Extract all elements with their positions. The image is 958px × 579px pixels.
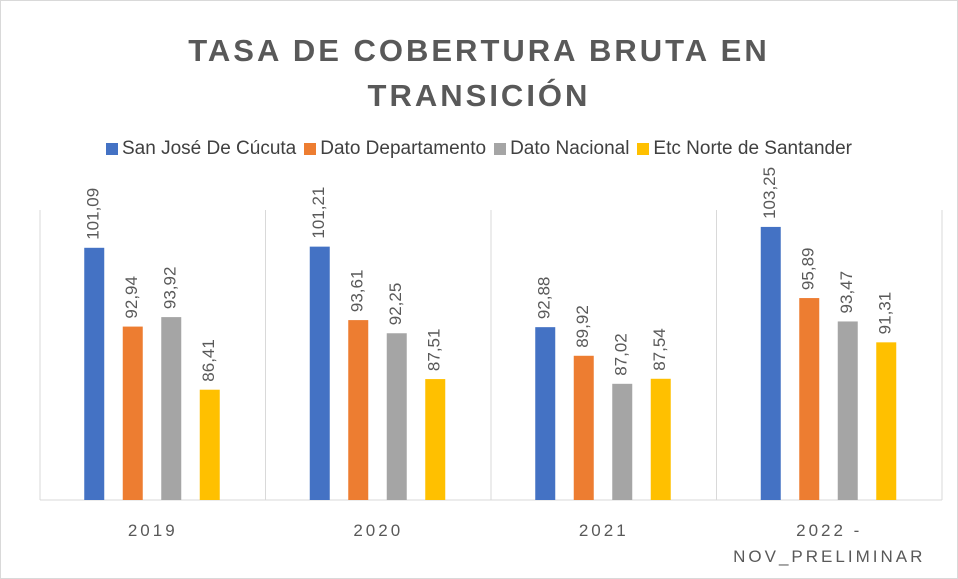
legend-item: Dato Nacional [494, 138, 629, 160]
bar [876, 342, 897, 500]
data-label: 86,41 [199, 339, 218, 382]
legend-swatch [105, 143, 118, 155]
data-label: 92,25 [386, 283, 405, 326]
x-tick-label: 2020 [353, 521, 404, 540]
legend-label: Etc Norte de Santander [653, 138, 852, 159]
bar [650, 378, 671, 500]
legend-swatch [494, 143, 507, 155]
bar [760, 226, 781, 500]
data-label: 87,02 [612, 333, 631, 376]
bar [425, 379, 446, 500]
bar [573, 355, 594, 500]
data-label: 91,31 [876, 292, 895, 335]
data-label: 92,88 [535, 277, 554, 320]
x-tick-label: 2021 [578, 521, 629, 540]
bar [199, 389, 220, 500]
bar [122, 326, 143, 500]
bar [837, 321, 858, 500]
bar [161, 317, 182, 500]
data-label: 92,94 [122, 276, 141, 319]
data-label: 93,47 [837, 271, 856, 314]
bar [535, 327, 556, 500]
legend: San José De Cúcuta Dato Departamento Dato … [0, 138, 958, 160]
bar [386, 333, 407, 500]
legend-label: San José De Cúcuta [121, 138, 297, 159]
x-tick-label: 2022 - NOV_PRELIMINAR [733, 521, 926, 566]
x-tick-label: 2019 [127, 521, 178, 540]
legend-label: Dato Nacional [510, 138, 630, 159]
data-label: 95,89 [799, 248, 818, 291]
bar [309, 246, 330, 500]
data-label: 101,21 [309, 187, 328, 239]
legend-swatch [637, 143, 650, 155]
legend-item: Etc Norte de Santander [637, 138, 852, 160]
bar [799, 298, 820, 500]
legend-swatch [304, 143, 317, 155]
data-label: 103,25 [760, 167, 779, 219]
data-label: 93,61 [348, 270, 367, 313]
bar [612, 383, 633, 500]
legend-label: Dato Departamento [320, 138, 487, 159]
bar [84, 247, 105, 500]
chart-title: TASA DE COBERTURA BRUTA EN TRANSICIÓN [188, 33, 770, 113]
data-label: 87,54 [650, 328, 669, 371]
data-label: 89,92 [573, 305, 592, 348]
data-label: 93,92 [161, 267, 180, 310]
bar [348, 320, 369, 500]
data-label: 87,51 [425, 329, 444, 372]
legend-item: San José De Cúcuta [105, 138, 297, 160]
data-label: 101,09 [84, 188, 103, 240]
legend-item: Dato Departamento [304, 138, 486, 160]
